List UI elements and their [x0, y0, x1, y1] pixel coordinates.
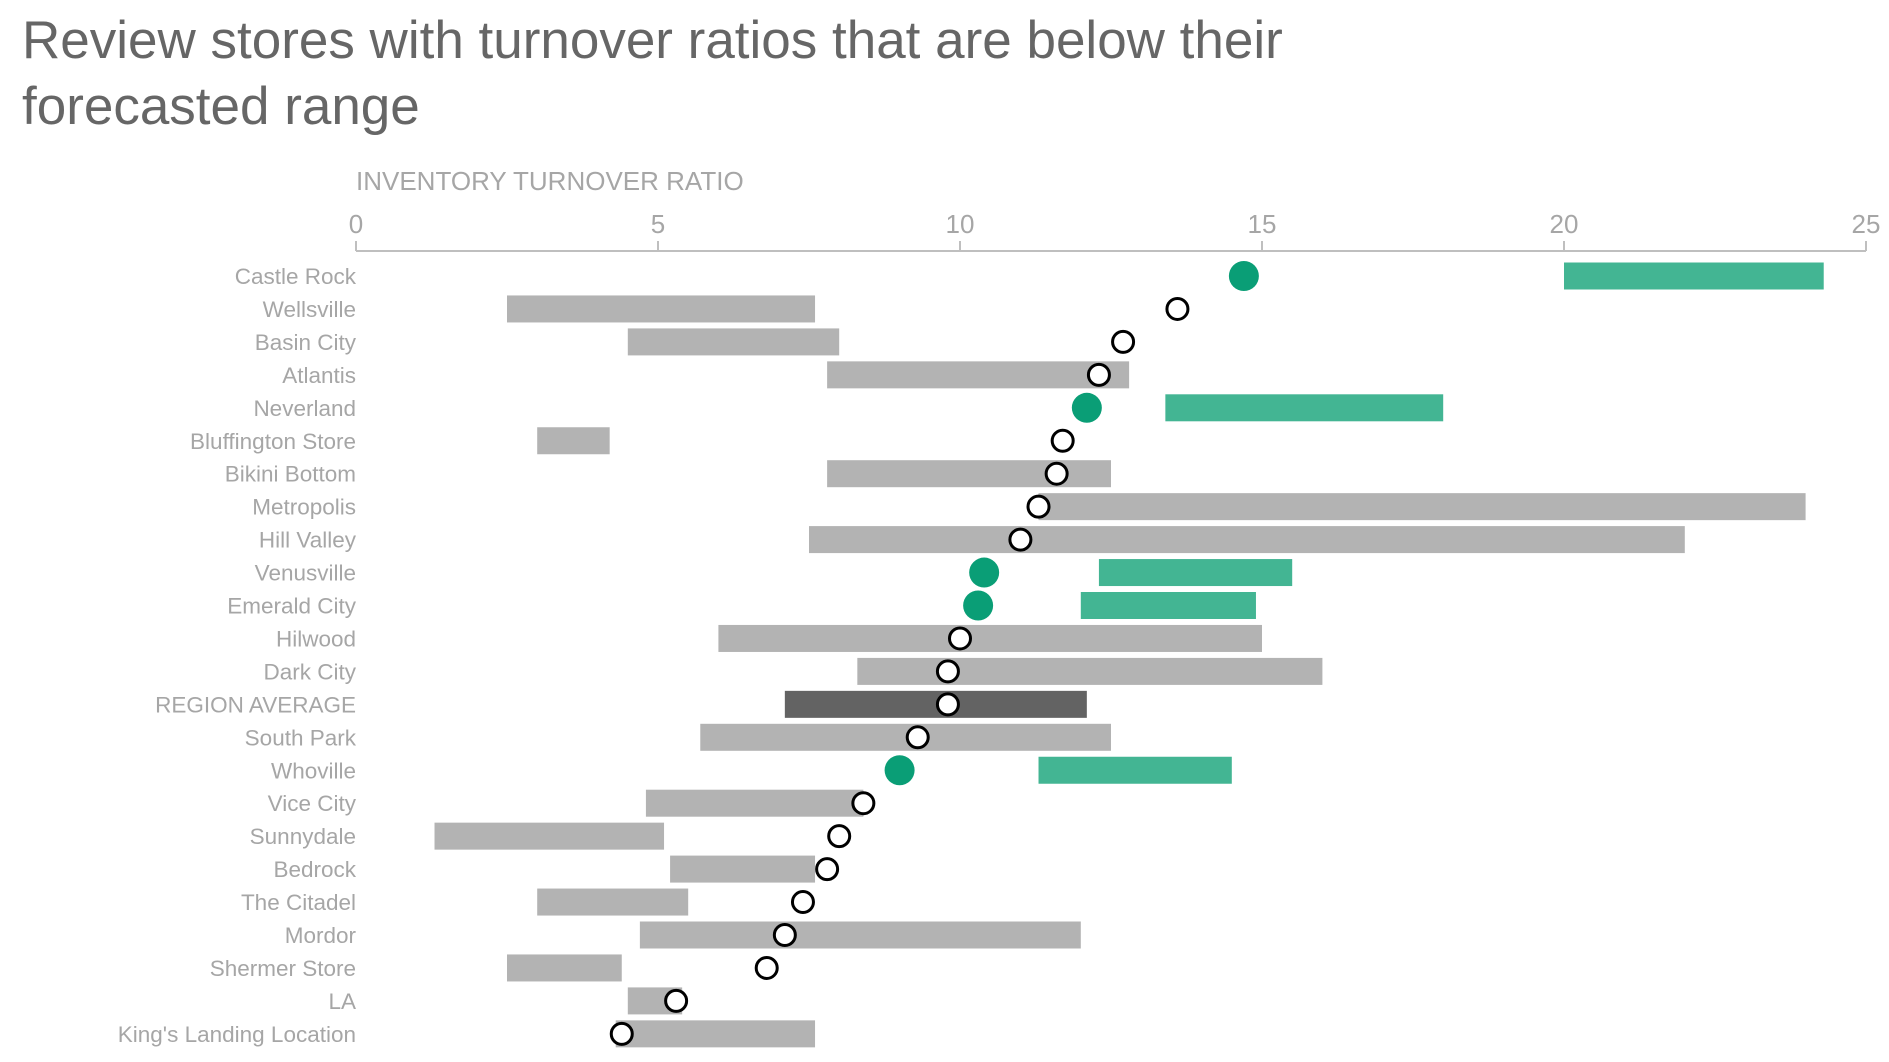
range-bar — [507, 954, 622, 982]
category-label: Venusville — [255, 561, 356, 586]
actual-dot — [905, 725, 930, 750]
x-tick-label: 0 — [349, 209, 363, 239]
actual-dot-below-range — [1071, 392, 1102, 423]
actual-dot-below-range — [969, 557, 1000, 588]
x-tick-label: 10 — [946, 209, 975, 239]
range-bar — [645, 789, 864, 817]
actual-dot — [1086, 362, 1111, 387]
category-label: Castle Rock — [235, 264, 357, 289]
range-bar — [784, 690, 1087, 718]
range-bar — [627, 328, 840, 356]
category-label: LA — [328, 989, 356, 1014]
actual-dot — [1165, 296, 1190, 321]
category-label: Wellsville — [263, 297, 356, 322]
actual-dot — [754, 955, 779, 980]
category-label: Emerald City — [227, 594, 357, 619]
actual-dot-below-range — [884, 755, 915, 786]
range-bar — [1038, 756, 1232, 784]
x-tick-label: 5 — [651, 209, 665, 239]
category-label: The Citadel — [241, 890, 356, 915]
actual-dot — [815, 857, 840, 882]
actual-dot — [609, 1021, 634, 1046]
actual-dot — [790, 890, 815, 915]
actual-dot — [772, 923, 797, 947]
actual-dot-below-range — [1228, 261, 1259, 291]
chart-title: Review stores with turnover ratios that … — [22, 11, 1283, 136]
actual-dot — [1044, 461, 1069, 486]
category-label: REGION AVERAGE — [155, 692, 356, 717]
range-bar — [1080, 592, 1256, 619]
range-bar — [1165, 394, 1444, 422]
category-label: Neverland — [253, 396, 356, 421]
x-axis-title: INVENTORY TURNOVER RATIO — [356, 166, 744, 196]
actual-dot — [1026, 494, 1051, 519]
category-label: Bedrock — [273, 857, 356, 882]
category-label: South Park — [245, 725, 357, 750]
range-bar — [507, 295, 816, 323]
x-tick-label: 15 — [1248, 209, 1277, 239]
actual-dot — [935, 692, 960, 717]
category-label: Sunnydale — [250, 824, 356, 849]
category-label: Vice City — [268, 791, 357, 816]
category-label: Whoville — [271, 758, 356, 783]
range-bar — [718, 624, 1262, 652]
range-bar — [434, 822, 665, 850]
range-bar — [537, 888, 689, 916]
range-bar — [537, 427, 610, 455]
x-tick-label: 25 — [1852, 209, 1881, 239]
actual-dots — [609, 261, 1259, 1046]
actual-dot — [664, 988, 689, 1013]
category-label: Basin City — [255, 330, 357, 355]
actual-dot — [948, 626, 972, 651]
actual-dot — [935, 659, 960, 684]
category-label: Mordor — [285, 923, 357, 948]
category-label: Metropolis — [252, 495, 356, 520]
x-axis: 0 5 10 15 20 25 — [349, 209, 1881, 252]
actual-dot — [1008, 527, 1033, 552]
category-labels: Castle Rock Wellsville Basin City Atlantis N… — [118, 264, 357, 1047]
category-label: Shermer Store — [210, 956, 356, 981]
category-label: Bikini Bottom — [225, 462, 356, 487]
range-bar — [639, 921, 1081, 949]
category-label: Dark City — [263, 659, 356, 684]
category-label: Atlantis — [282, 363, 356, 388]
range-bar — [700, 723, 1111, 751]
range-bar — [615, 1020, 816, 1048]
actual-dot — [1111, 329, 1136, 354]
actual-dot — [851, 791, 876, 816]
range-bar — [809, 526, 1685, 554]
actual-dot — [1050, 428, 1075, 453]
range-bar — [1098, 559, 1293, 587]
category-label: Hill Valley — [259, 528, 357, 553]
range-bar — [1038, 493, 1806, 521]
category-label: Bluffington Store — [190, 429, 356, 454]
range-bar — [1564, 262, 1824, 290]
range-bar — [670, 855, 816, 883]
range-bar — [857, 657, 1323, 685]
category-label: Hilwood — [276, 626, 356, 651]
category-label: King's Landing Location — [118, 1022, 356, 1047]
range-bars — [434, 262, 1824, 1048]
x-tick-label: 20 — [1550, 209, 1579, 239]
actual-dot-below-range — [963, 590, 994, 621]
actual-dot — [827, 824, 852, 849]
range-bar — [827, 361, 1130, 389]
